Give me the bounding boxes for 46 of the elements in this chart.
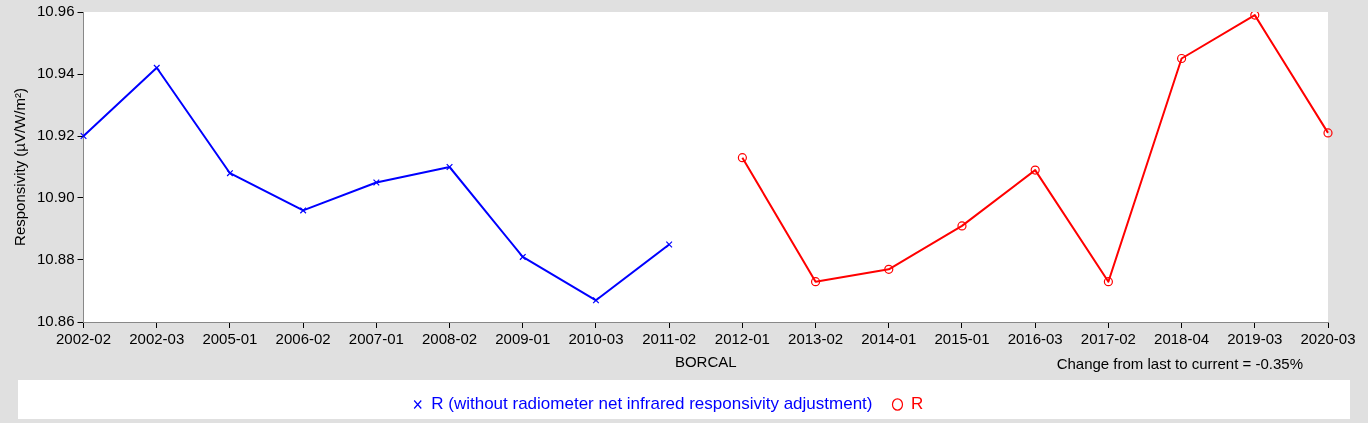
y-tick-label: 10.96 — [36, 2, 75, 20]
x-tick-label: 2016-03 — [1007, 330, 1063, 348]
y-tick-label: 10.86 — [36, 312, 75, 330]
x-tick-label: 2009-01 — [495, 330, 551, 348]
x-tick-label: 2006-02 — [275, 330, 331, 348]
point — [592, 296, 600, 304]
point — [884, 264, 894, 274]
y-tick-label: 10.90 — [36, 188, 75, 206]
x-tick-label: 2012-01 — [714, 330, 770, 348]
x-tick-label: 2017-02 — [1080, 330, 1136, 348]
y-tick-label: 10.88 — [36, 250, 75, 268]
point — [737, 153, 747, 163]
point — [810, 277, 821, 287]
x-tick-label: 2019-03 — [1227, 330, 1283, 348]
x-tick-label: 2020-03 — [1300, 330, 1356, 348]
x-tick-label: 2007-01 — [348, 330, 404, 348]
point — [665, 241, 673, 248]
x-tick-label: 2011-02 — [642, 330, 697, 348]
point — [519, 253, 527, 261]
point — [1176, 53, 1187, 64]
point — [372, 179, 380, 186]
x-tick-label: 2002-03 — [129, 330, 185, 348]
x-tick-label: 2013-02 — [788, 330, 844, 348]
x-tick-label: 2005-01 — [202, 330, 258, 348]
legend-label: R — [910, 394, 924, 414]
point — [299, 206, 307, 214]
x-tick-label: 2014-01 — [861, 330, 917, 348]
x-tick-label: 2002-02 — [56, 330, 112, 348]
point — [1103, 277, 1113, 287]
point — [80, 132, 87, 140]
x-tick-label: 2015-01 — [934, 330, 990, 348]
x-axis-title: BORCAL — [674, 353, 737, 371]
x-tick-label: 2018-04 — [1154, 330, 1210, 348]
point — [1323, 128, 1333, 138]
point — [446, 163, 453, 171]
point — [1030, 165, 1040, 175]
point — [1250, 12, 1260, 20]
y-tick-label: 10.92 — [36, 126, 75, 144]
y-tick-label: 10.94 — [36, 64, 75, 82]
y-axis-title: Responsivity (µV/W/m²) — [11, 88, 29, 246]
legend-label: R (without radiometer net infrared responsivity adjustment) — [431, 394, 873, 414]
text: Change from last to current = -0.35% — [1056, 355, 1303, 373]
x-tick-label: 2008-02 — [422, 330, 478, 348]
point — [957, 221, 967, 231]
x-tick-label: 2010-03 — [568, 330, 624, 348]
point — [226, 169, 234, 177]
